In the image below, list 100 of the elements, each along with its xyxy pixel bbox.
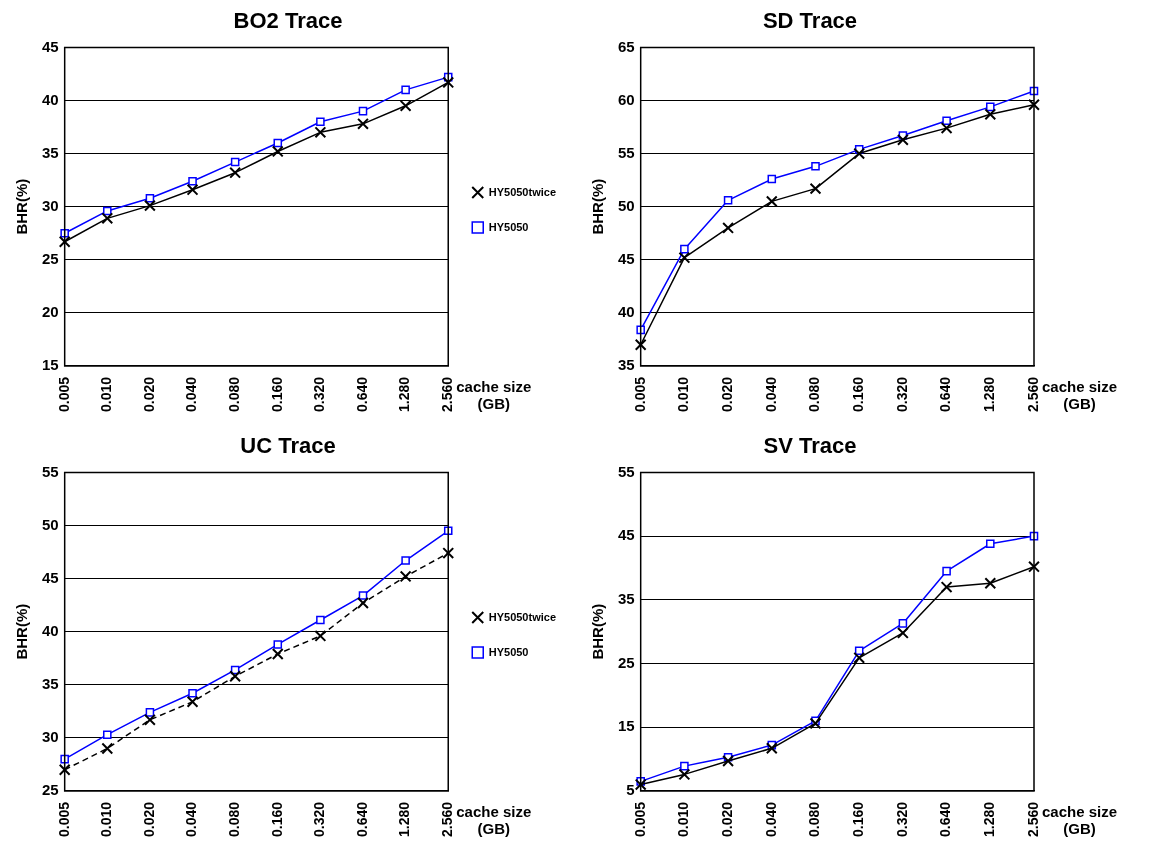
point	[680, 244, 689, 254]
point	[103, 730, 112, 739]
y-tick-label: 65	[618, 37, 635, 55]
x-tick-label: 0.160	[268, 376, 285, 413]
x-axis-title: cache size (GB)	[1042, 802, 1118, 837]
point	[271, 648, 284, 660]
x-axis-title: cache size (GB)	[456, 377, 532, 412]
point	[942, 116, 951, 125]
x-tick-label: 0.640	[353, 376, 370, 413]
point	[143, 713, 156, 726]
point	[1028, 560, 1040, 573]
x-tick-label: 1.280	[396, 801, 413, 838]
point	[680, 761, 689, 771]
point	[898, 619, 908, 628]
y-tick-label: 15	[618, 717, 635, 735]
x-tick-label: 0.080	[806, 801, 823, 838]
y-tick-label: 55	[618, 462, 635, 480]
point	[357, 597, 369, 609]
legend-label: HY5050	[488, 645, 529, 658]
y-tick-label: 45	[42, 37, 59, 55]
point	[186, 695, 199, 708]
point	[442, 547, 455, 560]
point	[188, 688, 197, 698]
point	[678, 251, 691, 264]
point	[273, 138, 283, 148]
point	[58, 235, 71, 248]
x-tick-label: 0.080	[226, 801, 243, 838]
y-tick-label: 35	[42, 674, 59, 692]
point	[271, 145, 284, 158]
point	[809, 182, 822, 195]
x-tick-label: 0.040	[183, 376, 200, 413]
x-tick-label: 0.040	[183, 801, 200, 838]
legend-label: HY5050twice	[488, 610, 556, 623]
x-tick-label: 0.020	[140, 376, 157, 413]
point	[316, 615, 325, 625]
x-tick-label: 1.280	[981, 376, 998, 413]
point	[722, 755, 735, 767]
x-axis-title: cache size (GB)	[456, 802, 532, 837]
x-tick-label: 0.005	[631, 801, 648, 838]
x-tick-label: 2.560	[1024, 376, 1041, 413]
point	[678, 768, 691, 781]
x-tick-label: 0.640	[353, 801, 370, 838]
point	[986, 102, 995, 112]
y-axis-title: BHR(%)	[13, 603, 31, 660]
x-tick-label: 0.640	[937, 801, 954, 838]
y-tick-label: 45	[42, 568, 59, 586]
y-tick-label: 5	[626, 781, 635, 799]
y-tick-label: 40	[42, 90, 59, 108]
point	[634, 338, 647, 351]
x-tick-label: 2.560	[1024, 801, 1041, 838]
point	[1028, 98, 1040, 111]
legend-label: HY5050	[488, 220, 529, 233]
y-tick-label: 50	[618, 196, 635, 214]
point	[811, 162, 820, 171]
y-tick-label: 35	[618, 589, 635, 607]
x-tick-label: 0.005	[55, 376, 72, 413]
y-tick-label: 45	[618, 526, 635, 544]
y-axis-title: BHR(%)	[13, 178, 31, 235]
x-tick-label: 0.160	[268, 801, 285, 838]
x-tick-label: 0.040	[762, 376, 779, 413]
point	[940, 122, 953, 135]
point	[101, 212, 114, 225]
y-tick-label: 45	[618, 249, 635, 267]
x-tick-label: 0.010	[675, 376, 692, 413]
chart-title: BO2 Trace	[233, 8, 343, 34]
point	[940, 581, 953, 594]
point	[765, 742, 778, 755]
y-axis-title: BHR(%)	[589, 178, 607, 235]
point	[809, 717, 822, 730]
point	[984, 108, 997, 121]
point	[636, 325, 645, 335]
x-tick-label: 0.160	[850, 801, 867, 838]
x-tick-label: 0.640	[937, 376, 954, 413]
point	[229, 166, 242, 179]
chart-title: SV Trace	[763, 433, 857, 459]
y-tick-label: 30	[42, 196, 59, 214]
y-tick-label: 40	[618, 303, 635, 321]
point	[853, 147, 866, 160]
point	[942, 566, 951, 576]
point	[896, 133, 909, 146]
point	[143, 199, 156, 212]
x-tick-label: 1.280	[396, 376, 413, 413]
x-tick-label: 1.280	[981, 801, 998, 838]
x-tick-label: 0.010	[98, 801, 115, 838]
x-tick-label: 0.005	[55, 801, 72, 838]
point	[58, 763, 71, 776]
point	[145, 708, 155, 717]
point	[722, 221, 735, 234]
x-tick-label: 0.160	[850, 376, 867, 413]
y-tick-label: 25	[42, 781, 59, 799]
x-tick-label: 0.010	[675, 801, 692, 838]
point	[853, 651, 866, 664]
point	[986, 539, 995, 549]
point	[358, 591, 368, 600]
point	[103, 206, 112, 216]
point	[442, 76, 455, 89]
point	[634, 778, 647, 791]
point	[896, 627, 909, 639]
x-tick-label: 0.020	[140, 801, 157, 838]
point	[358, 106, 368, 116]
